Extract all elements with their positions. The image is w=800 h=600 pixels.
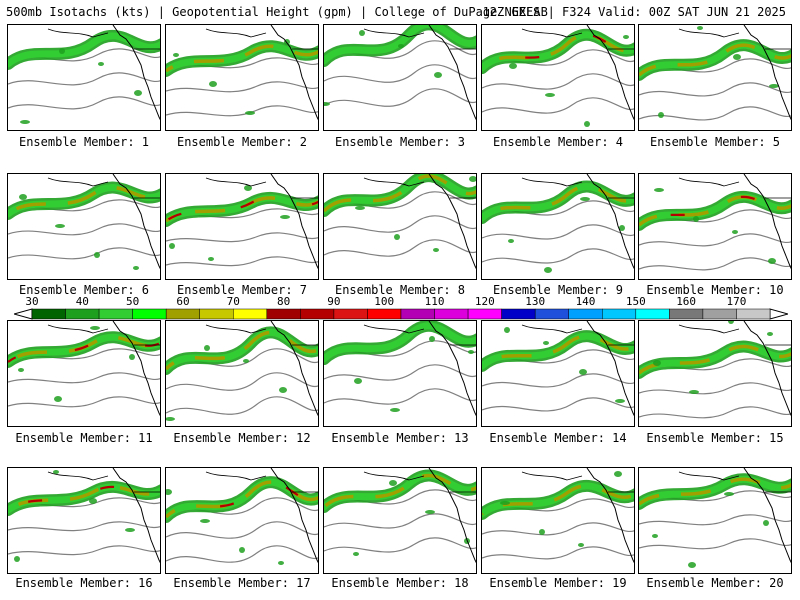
colorbar-tick-label: 100 — [374, 295, 395, 308]
colorbar-swatch — [434, 308, 469, 320]
colorbar-tick-label: 130 — [525, 295, 546, 308]
colorbar-swatch — [400, 308, 435, 320]
colorbar-swatch — [568, 308, 603, 320]
colorbar-tick-label: 40 — [75, 295, 89, 308]
colorbar-swatch — [333, 308, 368, 320]
colorbar-swatch — [132, 308, 167, 320]
ensemble-map-5 — [638, 24, 792, 131]
ensemble-map-12 — [165, 320, 319, 427]
ensemble-member-label: Ensemble Member: 5 — [649, 135, 781, 149]
colorbar-tick-label: 150 — [625, 295, 646, 308]
colorbar-tick-label: 70 — [226, 295, 240, 308]
ensemble-member-label: Ensemble Member: 9 — [492, 283, 624, 297]
ensemble-member-label: Ensemble Member: 13 — [331, 431, 469, 445]
colorbar-tick-label: 30 — [25, 295, 39, 308]
ensemble-map-1 — [7, 24, 161, 131]
colorbar-tick-label: 110 — [424, 295, 445, 308]
ensemble-member-label: Ensemble Member: 10 — [646, 283, 784, 297]
ensemble-member-label: Ensemble Member: 3 — [334, 135, 466, 149]
colorbar-swatch — [233, 308, 268, 320]
colorbar-tick-label: 160 — [676, 295, 697, 308]
ensemble-member-label: Ensemble Member: 8 — [334, 283, 466, 297]
ensemble-map-14 — [481, 320, 635, 427]
ensemble-map-2 — [165, 24, 319, 131]
ensemble-member-label: Ensemble Member: 1 — [18, 135, 150, 149]
colorbar-swatch — [98, 308, 133, 320]
colorbar-tick-label: 90 — [327, 295, 341, 308]
colorbar-swatch — [300, 308, 335, 320]
colorbar-swatch — [367, 308, 402, 320]
colorbar-tick-label: 140 — [575, 295, 596, 308]
ensemble-map-11 — [7, 320, 161, 427]
ensemble-member-label: Ensemble Member: 6 — [18, 283, 150, 297]
ensemble-map-6 — [7, 173, 161, 280]
colorbar-tick-label: 60 — [176, 295, 190, 308]
ensemble-member-label: Ensemble Member: 19 — [489, 576, 627, 590]
ensemble-map-19 — [481, 467, 635, 574]
colorbar-swatch — [736, 308, 771, 320]
colorbar-tick-label: 120 — [474, 295, 495, 308]
ensemble-member-label: Ensemble Member: 12 — [173, 431, 311, 445]
ensemble-member-label: Ensemble Member: 16 — [15, 576, 153, 590]
colorbar-swatch — [669, 308, 704, 320]
chart-header: 500mb Isotachs (kts) | Geopotential Heig… — [6, 4, 796, 20]
ensemble-member-label: Ensemble Member: 2 — [176, 135, 308, 149]
ensemble-map-10 — [638, 173, 792, 280]
colorbar-swatch — [501, 308, 536, 320]
ensemble-member-label: Ensemble Member: 7 — [176, 283, 308, 297]
colorbar-tick-label: 170 — [726, 295, 747, 308]
ensemble-map-13 — [323, 320, 477, 427]
ensemble-map-17 — [165, 467, 319, 574]
colorbar-swatch — [65, 308, 100, 320]
colorbar-swatch — [165, 308, 200, 320]
ensemble-map-20 — [638, 467, 792, 574]
colorbar-swatch — [467, 308, 502, 320]
header-title: 500mb Isotachs (kts) | Geopotential Heig… — [6, 5, 548, 19]
colorbar-swatch — [31, 308, 66, 320]
ensemble-map-8 — [323, 173, 477, 280]
ensemble-map-15 — [638, 320, 792, 427]
colorbar-swatch — [635, 308, 670, 320]
ensemble-member-label: Ensemble Member: 18 — [331, 576, 469, 590]
ensemble-member-label: Ensemble Member: 14 — [489, 431, 627, 445]
isotach-colorbar: 30 40 50 60 70 80 90 100 110 120 130 140 150 160 170 — [14, 296, 788, 320]
ensemble-map-16 — [7, 467, 161, 574]
ensemble-map-18 — [323, 467, 477, 574]
colorbar-swatch — [266, 308, 301, 320]
header-run-info: 12Z GEFS | F324 Valid: 00Z SAT JUN 21 20… — [482, 5, 786, 19]
colorbar-tick-label: 80 — [276, 295, 291, 308]
ensemble-member-label: Ensemble Member: 4 — [492, 135, 624, 149]
ensemble-member-label: Ensemble Member: 15 — [646, 431, 784, 445]
ensemble-member-label: Ensemble Member: 17 — [173, 576, 311, 590]
ensemble-map-9 — [481, 173, 635, 280]
ensemble-map-7 — [165, 173, 319, 280]
colorbar-swatch — [702, 308, 737, 320]
ensemble-member-label: Ensemble Member: 20 — [646, 576, 784, 590]
ensemble-map-3 — [323, 24, 477, 131]
colorbar-swatch — [602, 308, 637, 320]
colorbar-swatch — [199, 308, 234, 320]
ensemble-map-4 — [481, 24, 635, 131]
colorbar-swatch — [534, 308, 569, 320]
colorbar-tick-label: 50 — [126, 295, 140, 308]
ensemble-member-label: Ensemble Member: 11 — [15, 431, 153, 445]
